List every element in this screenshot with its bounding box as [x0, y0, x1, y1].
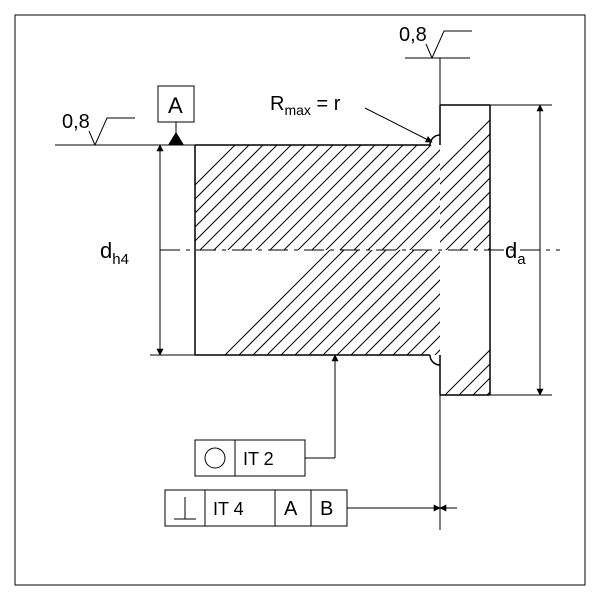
gtol-perp-a: A — [284, 498, 298, 520]
drawing-frame — [15, 15, 585, 585]
dim-dh4: dh4 — [100, 145, 195, 355]
gtol-perp-b: B — [320, 498, 333, 520]
svg-text:da: da — [505, 238, 526, 268]
hatch-shaft-top — [120, 0, 600, 260]
rmax-suf: = r — [311, 93, 341, 115]
rmax-label: Rmax = r — [270, 93, 432, 142]
surface-finish-right: 0,8 — [399, 24, 472, 105]
rmax-base: R — [270, 93, 284, 115]
svg-text:dh4: dh4 — [100, 238, 129, 268]
dh4-sub: h4 — [112, 251, 129, 268]
gtol-circ-tol: IT 2 — [243, 449, 274, 469]
datum-a: A — [158, 86, 194, 145]
dh4-base: d — [100, 238, 112, 263]
gtol-circularity: IT 2 — [195, 355, 335, 476]
sf-right-value: 0,8 — [399, 24, 427, 46]
da-base: d — [505, 238, 517, 263]
datum-a-text: A — [168, 93, 183, 118]
sf-left-value: 0,8 — [62, 111, 90, 133]
gtol-perp-tol: IT 4 — [213, 499, 244, 519]
rmax-sub: max — [284, 102, 310, 118]
svg-text:Rmax = r: Rmax = r — [270, 93, 341, 118]
hatch-shaft-bot — [120, 120, 600, 460]
hatch-flange-top — [350, 0, 600, 260]
da-sub: a — [517, 251, 526, 268]
gtol-perpendicularity: IT 4 A B — [165, 395, 457, 530]
